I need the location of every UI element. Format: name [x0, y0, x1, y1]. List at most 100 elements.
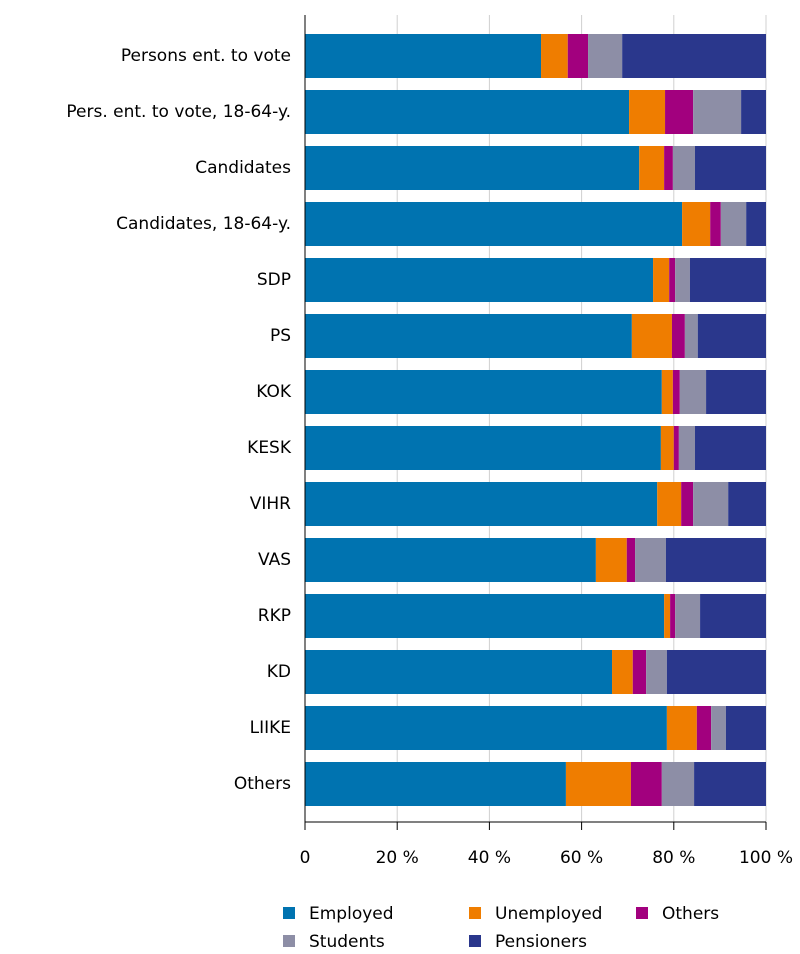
y-tick-label: Pers. ent. to vote, 18-64-y.	[66, 102, 291, 122]
bar-segment	[673, 426, 679, 470]
bar-segment	[305, 706, 667, 750]
bar-segment	[305, 762, 566, 806]
bar-segment	[689, 258, 766, 302]
bar-segment	[612, 650, 633, 694]
bar-segment	[665, 90, 694, 134]
bar-segment	[693, 482, 729, 526]
bar-segment	[305, 314, 632, 358]
bar-segment	[725, 706, 766, 750]
y-tick-label: VAS	[258, 550, 291, 570]
legend-label: Others	[662, 904, 719, 924]
legend-label: Unemployed	[495, 904, 602, 924]
bar-segment	[622, 34, 766, 78]
bar-segment	[661, 762, 695, 806]
bar-segment	[305, 594, 665, 638]
legend-label: Students	[309, 932, 385, 952]
bar-segment	[696, 706, 712, 750]
bar-segment	[305, 482, 658, 526]
legend-swatch	[283, 907, 295, 919]
bar-segment	[700, 594, 766, 638]
bar-segment	[305, 146, 640, 190]
x-tick-label: 80 %	[652, 848, 695, 868]
bar-segment	[684, 314, 698, 358]
bar-segment	[646, 650, 667, 694]
bar-segment	[697, 314, 766, 358]
bar-segment	[741, 90, 766, 134]
bar-segment	[669, 258, 676, 302]
y-tick-label: Candidates	[195, 158, 291, 178]
x-tick-label: 0	[300, 848, 311, 868]
x-tick-label: 60 %	[560, 848, 603, 868]
bar-segment	[681, 482, 694, 526]
bar-segment	[666, 650, 766, 694]
bar-segment	[660, 426, 674, 470]
legend-swatch	[469, 935, 481, 947]
bar-segment	[720, 202, 747, 246]
bar-segment	[706, 370, 766, 414]
bar-segment	[635, 538, 666, 582]
bar-segment	[694, 762, 766, 806]
bar-segment	[675, 594, 701, 638]
bar-segment	[664, 146, 673, 190]
y-tick-label: PS	[270, 326, 291, 346]
bar-segment	[305, 90, 630, 134]
bar-segment	[693, 90, 742, 134]
bar-segment	[567, 34, 589, 78]
x-tick-label: 40 %	[468, 848, 511, 868]
bar-segment	[595, 538, 627, 582]
bar-segment	[728, 482, 766, 526]
bar-segment	[661, 370, 673, 414]
bar-segment	[626, 538, 636, 582]
bar-segment	[678, 426, 696, 470]
y-tick-label: SDP	[257, 270, 291, 290]
bar-segment	[711, 706, 726, 750]
bar-segment	[664, 594, 671, 638]
y-tick-label: KESK	[247, 438, 292, 458]
bar-segment	[695, 146, 766, 190]
legend-swatch	[469, 907, 481, 919]
bar-segment	[657, 482, 682, 526]
bar-segment	[305, 370, 662, 414]
bar-segment	[710, 202, 721, 246]
bar-segment	[588, 34, 623, 78]
y-tick-label: KD	[267, 662, 291, 682]
x-tick-label: 100 %	[739, 848, 793, 868]
bar-segment	[541, 34, 568, 78]
bar-segment	[630, 762, 662, 806]
bar-segment	[305, 202, 683, 246]
bar-segment	[629, 90, 666, 134]
bar-segment	[305, 538, 596, 582]
legend-swatch	[283, 935, 295, 947]
y-tick-label: VIHR	[250, 494, 291, 514]
y-tick-label: Persons ent. to vote	[121, 46, 291, 66]
bar-segment	[305, 426, 661, 470]
bar-segment	[672, 370, 680, 414]
bar-segment	[665, 538, 766, 582]
bar-segment	[631, 314, 672, 358]
bar-segment	[653, 258, 670, 302]
bar-segment	[672, 146, 696, 190]
bar-segment	[639, 146, 665, 190]
bar-segment	[695, 426, 766, 470]
y-tick-label: Others	[234, 774, 291, 794]
bar-segment	[675, 258, 690, 302]
bar-segment	[746, 202, 766, 246]
legend-swatch	[636, 907, 648, 919]
bar-segment	[682, 202, 711, 246]
y-tick-label: RKP	[258, 606, 291, 626]
bar-segment	[565, 762, 631, 806]
bar-segment	[305, 650, 613, 694]
legend-label: Employed	[309, 904, 394, 924]
bar-segment	[670, 594, 676, 638]
y-tick-label: LIIKE	[250, 718, 291, 738]
y-tick-label: KOK	[256, 382, 292, 402]
bar-segment	[666, 706, 697, 750]
bar-segment	[305, 258, 654, 302]
bar-segment	[632, 650, 647, 694]
bar-segment	[679, 370, 707, 414]
y-tick-label: Candidates, 18-64-y.	[116, 214, 291, 234]
x-tick-label: 20 %	[376, 848, 419, 868]
legend-label: Pensioners	[495, 932, 587, 952]
bar-segment	[671, 314, 685, 358]
